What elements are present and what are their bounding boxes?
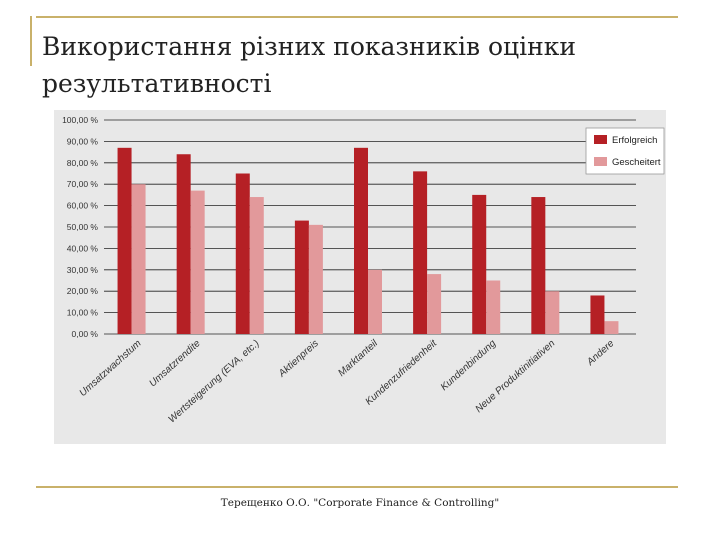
bar-series-1 [176,154,191,334]
bar-series-1 [472,194,487,334]
x-tick-label: Kundenbindung [439,338,499,393]
y-tick-label: 60,00 % [67,201,99,211]
x-tick-label: Umsatzwachstum [78,338,144,399]
y-tick-label: 10,00 % [67,308,99,318]
x-tick-label: Marktanteil [336,338,380,379]
y-tick-label: 40,00 % [67,243,99,253]
legend-label-series-2: Gescheitert [612,157,661,168]
footer-credit: Терещенко О.О. "Corporate Finance & Cont… [220,497,500,509]
bar-series-2 [308,224,323,334]
x-tick-label: Umsatzrendite [147,338,203,390]
y-tick-label: 100,00 % [62,115,98,125]
bar-series-2 [604,321,619,334]
legend-label-series-1: Erfolgreich [612,135,657,146]
bar-series-2 [249,197,264,334]
bar-series-2 [427,274,442,334]
y-tick-label: 80,00 % [67,158,99,168]
bar-series-1 [294,220,309,334]
legend: Erfolgreich Gescheitert [585,127,665,175]
y-tick-label: 20,00 % [67,286,99,296]
bar-series-1 [590,295,605,334]
bar-series-1 [413,171,428,334]
legend-swatch-series-2 [594,157,607,166]
bar-series-1 [531,197,546,334]
x-tick-labels: Umsatzwachstum UmsatzrenditeWertsteigerun… [78,337,617,425]
x-tick-label: Aktienpreis [276,338,321,380]
bar-series-1 [235,173,250,334]
y-tick-label: 50,00 % [67,222,99,232]
bar-series-2 [190,190,205,334]
legend-swatch-series-1 [594,135,607,144]
bar-series-1 [117,147,132,334]
y-tick-label: 90,00 % [67,136,99,146]
bar-series-2 [486,280,501,334]
bars [117,147,619,334]
y-tick-label: 0,00 % [72,329,99,339]
y-tick-labels: 0,00 % 10,00 % 20,00 % 30,00 % 40,00 % 50,00 … [62,115,98,339]
bar-series-2 [368,269,382,334]
y-tick-label: 70,00 % [67,179,99,189]
bottom-rule [36,486,678,488]
bar-series-1 [354,147,368,334]
x-tick-label: Andere [584,338,616,369]
bar-series-2 [545,291,560,334]
bar-chart: 0,00 % 10,00 % 20,00 % 30,00 % 40,00 % 50,00 … [62,115,665,425]
bar-series-2 [131,184,146,334]
y-tick-label: 30,00 % [67,265,99,275]
top-rule [36,16,678,18]
slide-title: Використання різних показників оцінки ре… [42,32,577,98]
left-rule [30,16,32,66]
